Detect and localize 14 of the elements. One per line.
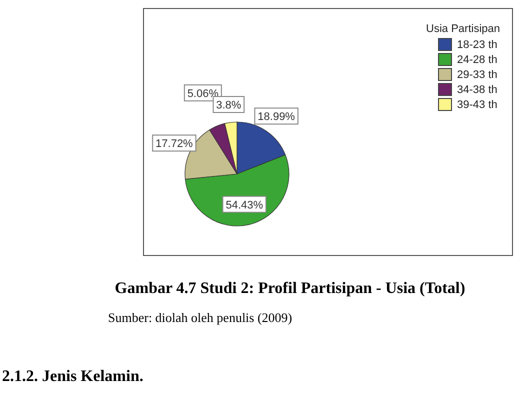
data-label: 18.99% [258,111,296,124]
text: Gambar 4.7 Studi 2: Profil Partisipan - Usia (Total) [114,280,466,298]
legend-title: Usia Partisipan [426,23,500,35]
data-label: 17.72% [156,138,194,150]
data-label: 5.06% [187,88,219,100]
legend-label: 39-43 th [457,98,498,110]
legend-label: 24-28 th [457,54,498,66]
legend-label: 18-23 th [457,38,498,50]
text: 2.1.2. Jenis Kelamin. [2,368,144,386]
legend-label: 29-33 th [457,68,498,80]
text: Sumber: diolah oleh penulis (2009) [108,310,292,326]
data-label: 54.43% [226,199,264,212]
legend-label: 34-38 th [457,84,498,96]
data-label: 3.8% [216,100,242,112]
